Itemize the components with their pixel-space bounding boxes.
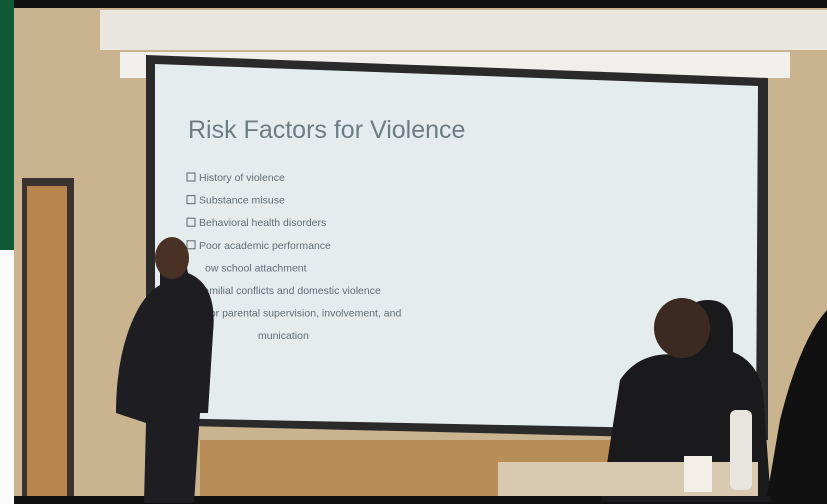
page: Risk Factors for Violence History of vio… [0, 0, 827, 504]
ceiling [100, 10, 827, 50]
presenter-head [155, 237, 189, 279]
bullet-text: munication [258, 330, 309, 342]
cup [684, 456, 712, 492]
bullet-text: History of violence [199, 172, 285, 184]
white-band [0, 250, 14, 504]
bottle [730, 410, 752, 490]
green-band [0, 0, 14, 250]
bullet-text: Behavioral health disorders [199, 217, 326, 229]
bullet-text: Familial conflicts and domestic violence [197, 285, 381, 297]
table [498, 462, 758, 496]
slide-title: Risk Factors for Violence [188, 116, 465, 144]
bullet-text: Poor parental supervision, involvement, … [197, 308, 401, 320]
photo: Risk Factors for Violence History of vio… [0, 0, 827, 504]
bullet-text: Poor academic performance [199, 240, 331, 252]
door [27, 186, 67, 496]
audience-head [654, 298, 710, 358]
bullet-text: ow school attachment [205, 262, 307, 274]
bullet-text: Substance misuse [199, 195, 285, 207]
